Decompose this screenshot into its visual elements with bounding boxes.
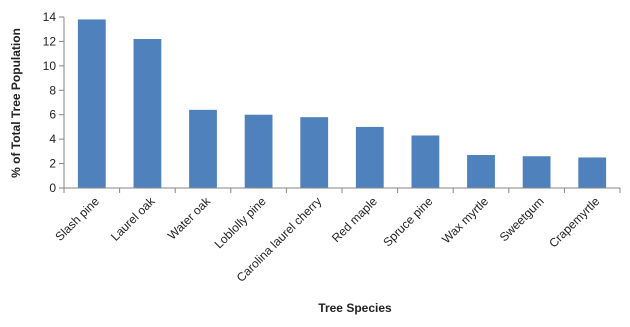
- bar-4: [244, 114, 273, 188]
- x-tick-label: Slash pine: [52, 194, 102, 244]
- y-tick-label: 12: [43, 34, 57, 48]
- x-tick-label: Wax myrtle: [439, 194, 491, 246]
- x-axis-title: Tree Species: [318, 301, 392, 315]
- y-tick-label: 6: [49, 108, 56, 122]
- bar-2: [133, 38, 162, 188]
- axes-layer: [59, 16, 621, 193]
- y-tick-label: 14: [43, 10, 57, 24]
- y-tick-label: 2: [49, 157, 56, 171]
- x-tick-label: Laurel oak: [108, 194, 158, 244]
- bar-7: [411, 135, 440, 188]
- x-tick-label: Water oak: [165, 194, 214, 243]
- y-tick-label: 10: [43, 59, 57, 73]
- bar-8: [467, 155, 495, 188]
- bar-10: [578, 157, 607, 188]
- bar-9: [522, 156, 551, 188]
- x-tick-label: Crapemyrtle: [546, 194, 602, 250]
- x-tick-label: Loblolly pine: [212, 194, 269, 251]
- y-tick-label: 8: [49, 83, 56, 97]
- bar-6: [355, 126, 384, 188]
- x-tick-label: Sweetgum: [497, 194, 547, 244]
- x-tick-label: Red maple: [329, 194, 380, 245]
- y-tick-labels: 0 2 4 6 8 10 12 14: [43, 10, 57, 195]
- bar-3: [189, 109, 217, 188]
- bar-1: [77, 19, 106, 188]
- bar-5: [300, 117, 329, 188]
- x-tick-label: Spruce pine: [380, 194, 435, 249]
- y-tick-label: 0: [49, 181, 56, 195]
- y-tick-label: 4: [49, 132, 56, 146]
- bars-layer: [77, 19, 607, 188]
- y-axis-title: % of Total Tree Population: [9, 28, 23, 178]
